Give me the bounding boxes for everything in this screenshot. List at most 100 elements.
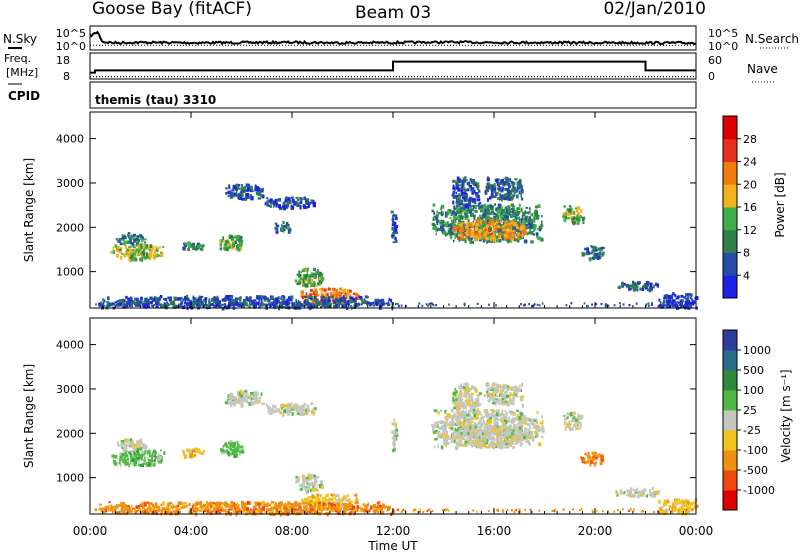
data-pixel [330,498,334,502]
data-pixel [474,200,477,205]
data-pixel [468,418,472,422]
data-pixel [259,194,263,197]
data-pixel [270,295,272,299]
data-pixel [317,507,321,512]
data-pixel [325,503,328,507]
data-pixel [503,234,507,238]
data-pixel [282,226,285,230]
data-pixel [467,235,471,240]
data-pixel [308,483,311,488]
data-pixel [684,303,686,307]
data-pixel [281,205,285,209]
data-pixel [312,490,315,493]
data-pixel [597,255,601,260]
data-pixel [308,510,311,514]
data-pixel [306,198,310,201]
data-pixel [463,193,465,197]
data-pixel [278,504,282,509]
data-pixel [177,502,181,505]
data-pixel [654,282,658,287]
data-pixel [502,226,505,230]
data-pixel [498,208,501,213]
data-pixel [292,302,294,306]
data-pixel [264,510,268,513]
data-pixel [303,205,306,209]
data-pixel [146,463,149,467]
data-pixel [529,225,533,228]
data-pixel [140,457,143,461]
data-pixel [445,221,447,225]
data-pixel [155,302,158,306]
data-pixel [257,197,261,200]
data-pixel [565,215,568,220]
data-pixel [216,509,220,513]
cpid-label: CPID [8,89,40,103]
data-pixel [229,446,231,450]
data-pixel [183,453,186,456]
data-pixel [227,245,231,250]
data-pixel [681,304,684,307]
data-pixel [497,203,501,207]
data-pixel [597,247,600,251]
data-pixel [433,211,436,215]
data-pixel [128,507,131,511]
data-pixel [521,223,524,226]
data-pixel [256,400,260,404]
data-pixel [130,302,132,305]
data-pixel [318,276,322,280]
data-pixel [375,508,378,512]
data-pixel [436,214,439,217]
data-pixel [596,255,599,260]
noise-right-label: N.Search [745,32,799,46]
data-pixel [266,203,269,207]
data-pixel [281,303,283,306]
data-pixel [373,304,375,307]
data-pixel [454,207,458,210]
data-pixel [536,434,539,438]
data-pixel [180,296,183,300]
data-pixel [238,452,241,456]
data-pixel [158,302,161,306]
data-pixel [167,502,171,506]
data-pixel [187,449,190,452]
data-pixel [459,441,462,445]
data-pixel [455,225,458,230]
velocity-data-patches [94,382,699,517]
data-pixel [297,511,300,515]
data-pixel [452,210,455,215]
data-pixel [460,183,463,186]
data-pixel [112,302,115,305]
data-pixel [394,422,398,426]
data-pixel [148,256,152,260]
data-pixel [647,302,650,305]
data-pixel [321,287,325,291]
data-pixel [202,304,204,307]
data-pixel [513,191,516,194]
data-pixel [306,510,308,514]
data-pixel [230,195,233,199]
data-pixel [184,244,188,248]
data-pixel [391,223,395,227]
data-pixel [147,255,150,258]
data-pixel [449,217,452,220]
data-pixel [434,432,438,435]
data-pixel [508,213,511,216]
data-pixel [313,283,316,288]
data-pixel [139,446,143,451]
data-pixel [246,401,249,404]
frequency-panel: Freq. [MHz] Nave 18 8 60 0 [4,52,778,83]
data-pixel [238,297,241,301]
data-pixel [485,414,489,418]
data-pixel [261,188,264,191]
data-pixel [237,193,240,197]
data-pixel [487,416,490,420]
data-pixel [257,501,260,504]
data-pixel [142,505,145,510]
data-pixel [331,287,335,291]
data-pixel [187,248,190,251]
data-pixel [391,423,396,426]
data-pixel [291,196,294,200]
data-pixel [501,197,503,202]
data-pixel [280,502,283,506]
data-pixel [275,408,279,413]
